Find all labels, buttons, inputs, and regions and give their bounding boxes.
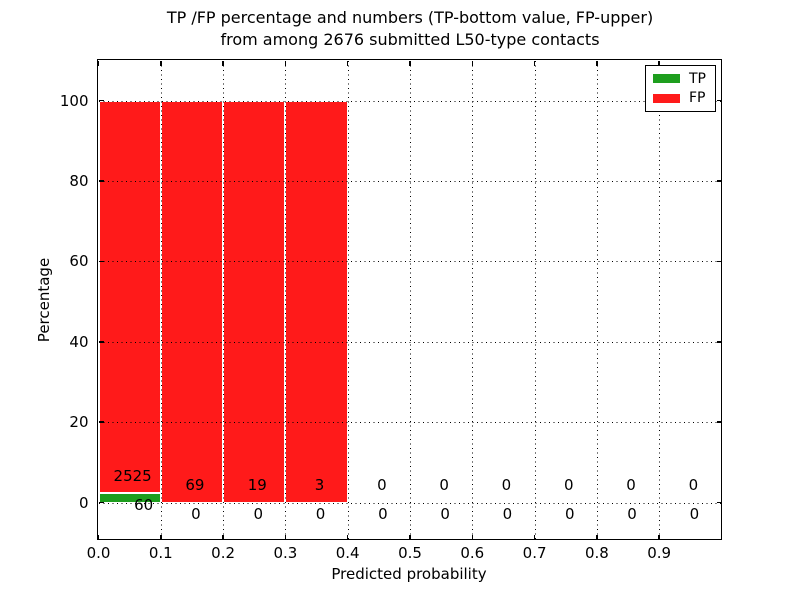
y-tick-right <box>716 421 722 423</box>
fp-count-label: 3 <box>314 476 325 495</box>
x-tick-label: 0.3 <box>273 544 298 562</box>
y-tick-label: 80 <box>69 172 89 191</box>
y-tick-right <box>716 99 722 102</box>
x-tick-top <box>409 60 411 66</box>
y-tick-label: 20 <box>69 413 89 432</box>
fp-count-label: 19 <box>247 476 267 495</box>
y-tick-right <box>716 341 722 343</box>
fp-swatch-icon <box>653 93 680 103</box>
tp-count-label: 0 <box>253 505 264 524</box>
x-tick-top <box>97 60 100 66</box>
gridline-x-0.4 <box>347 60 349 540</box>
x-tick-top <box>658 60 660 66</box>
x-tick-bottom <box>346 534 349 540</box>
x-tick-bottom <box>471 534 474 540</box>
fp-count-label: 0 <box>688 476 699 495</box>
x-tick-label: 0.9 <box>647 544 672 562</box>
x-tick-bottom <box>409 534 411 540</box>
x-tick-bottom <box>596 534 598 540</box>
x-tick-top <box>222 60 224 66</box>
fp-count-label: 0 <box>439 476 449 495</box>
legend-label-fp: FP <box>689 90 706 107</box>
tp-count-label: 0 <box>502 505 513 524</box>
tp-count-label: 0 <box>378 505 388 524</box>
x-tick-label: 0.4 <box>335 544 360 562</box>
y-tick-left <box>98 99 104 102</box>
x-tick-bottom <box>222 534 224 540</box>
x-tick-top <box>284 60 287 66</box>
x-axis-label: Predicted probability <box>331 565 487 583</box>
gridline-x-0.8 <box>596 60 598 540</box>
legend: TP FP <box>645 65 716 112</box>
y-axis-label: Percentage <box>35 257 53 343</box>
x-tick-bottom <box>533 534 536 540</box>
y-tick-label: 40 <box>69 332 89 351</box>
tp-swatch-icon <box>653 74 680 84</box>
x-tick-label: 0.5 <box>398 544 422 562</box>
x-tick-bottom <box>97 534 100 540</box>
bar-fp-bin-1 <box>160 100 224 503</box>
x-tick-top <box>160 60 162 66</box>
x-tick-label: 0.7 <box>522 544 547 562</box>
x-tick-label: 0.8 <box>584 544 609 562</box>
gridline-x-0.3 <box>285 60 287 540</box>
x-tick-label: 0.6 <box>460 544 485 562</box>
x-tick-top <box>346 60 349 66</box>
gridline-x-0.2 <box>223 60 225 540</box>
gridline-x-0.5 <box>410 60 411 540</box>
y-tick-right <box>716 260 722 263</box>
gridline-x-0.9 <box>659 60 661 540</box>
legend-item-fp: FP <box>646 91 715 105</box>
chart-title-line1: TP /FP percentage and numbers (TP-bottom… <box>166 8 654 27</box>
chart-title-line2: from among 2676 submitted L50-type conta… <box>220 30 600 49</box>
tp-count-label: 0 <box>627 505 637 524</box>
fp-count-label: 0 <box>377 476 387 495</box>
chart-title: TP /FP percentage and numbers (TP-bottom… <box>97 7 723 51</box>
fp-count-label: 0 <box>626 476 636 495</box>
legend-label-tp: TP <box>689 70 706 87</box>
fp-count-label: 2525 <box>113 466 152 485</box>
fp-count-label: 0 <box>501 476 512 495</box>
y-tick-label: 100 <box>59 91 89 110</box>
y-tick-left <box>98 180 104 182</box>
y-tick-left <box>98 260 104 263</box>
tp-count-label: 0 <box>564 505 575 524</box>
x-tick-label: 0.2 <box>211 544 236 562</box>
y-tick-left <box>98 501 104 504</box>
x-tick-top <box>596 60 598 66</box>
bar-tp-bin-0 <box>98 493 161 503</box>
y-tick-right <box>716 180 722 182</box>
x-tick-top <box>471 60 474 66</box>
fp-count-label: 0 <box>563 476 574 495</box>
y-tick-label: 60 <box>69 252 89 271</box>
gridline-x-0.1 <box>160 60 162 540</box>
y-tick-label: 0 <box>78 493 89 512</box>
tp-count-label: 0 <box>191 505 201 524</box>
y-tick-left <box>98 421 104 423</box>
gridline-x-0.6 <box>472 60 474 540</box>
fp-count-label: 69 <box>185 476 205 495</box>
y-tick-left <box>98 341 104 343</box>
bar-fp-bin-3 <box>285 100 348 503</box>
x-tick-label: 0.0 <box>86 544 111 562</box>
tp-count-label: 0 <box>689 505 700 524</box>
y-tick-right <box>716 501 722 504</box>
x-tick-bottom <box>658 534 660 540</box>
x-tick-top <box>533 60 536 66</box>
gridline-x-0.7 <box>534 60 536 540</box>
tp-count-label: 0 <box>315 505 326 524</box>
tp-count-label: 0 <box>440 505 450 524</box>
x-tick-bottom <box>284 534 287 540</box>
legend-item-tp: TP <box>646 72 715 86</box>
tp-count-label: 60 <box>134 496 154 515</box>
x-tick-label: 0.1 <box>148 544 173 562</box>
x-tick-bottom <box>160 534 162 540</box>
bar-fp-bin-0 <box>98 100 161 494</box>
bar-fp-bin-2 <box>223 100 286 503</box>
